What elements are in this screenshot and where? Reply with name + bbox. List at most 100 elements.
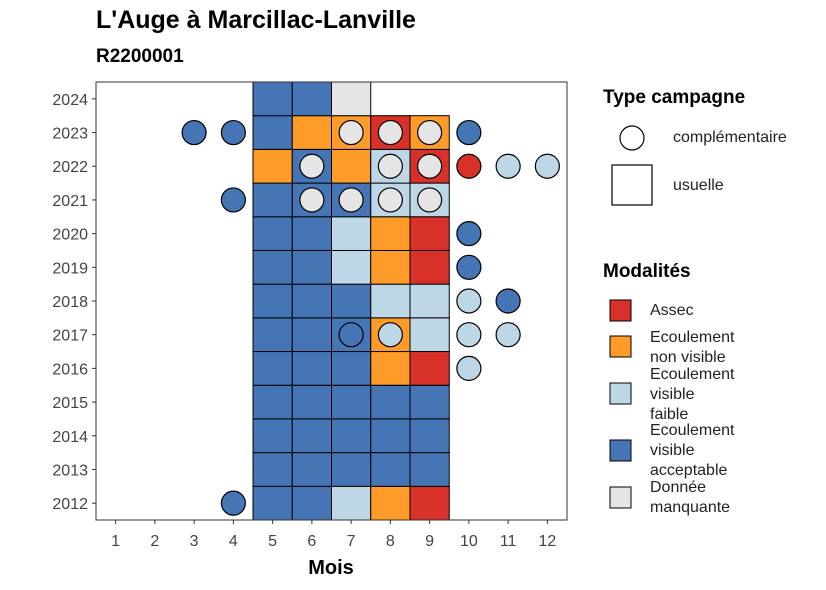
complementaire-point-2017-10 (456, 322, 482, 348)
legend-assec-label: Assec (650, 302, 694, 319)
legend-swatch-A (609, 299, 632, 322)
usuelle-cell-2019-6 (291, 249, 332, 285)
x-tick-label-8: 8 (386, 533, 395, 550)
complementaire-point-2023-4 (220, 119, 246, 146)
usuelle-cell-2016-8 (370, 351, 411, 386)
complementaire-point-2016-10 (456, 355, 482, 381)
legend-complementaire-label: complémentaire (673, 129, 787, 146)
usuelle-cell-2019-5 (252, 249, 293, 285)
complementaire-point-2021-4 (220, 187, 246, 213)
legend-modalites-title: Modalités (603, 261, 691, 282)
complementaire-points (181, 119, 560, 516)
usuelle-cell-2018-5 (252, 283, 293, 319)
usuelle-cell-2012-5 (252, 485, 293, 521)
usuelle-cell-2015-9 (409, 384, 450, 420)
chart-title: L'Auge à Marcillac-Lanville (96, 6, 416, 34)
legend-circle-symbol (619, 125, 645, 151)
x-axis-label: Mois (308, 557, 354, 579)
usuelle-cell-2022-7 (331, 148, 372, 184)
usuelle-cell-2012-7 (331, 485, 372, 521)
legend-symbols (609, 125, 653, 509)
complementaire-point-2020-10 (456, 221, 482, 247)
usuelle-cell-2013-9 (409, 452, 450, 487)
usuelle-cell-2014-5 (252, 418, 293, 454)
x-tick-label-6: 6 (307, 533, 316, 550)
usuelle-cell-2023-5 (252, 115, 293, 150)
x-tick-label-5: 5 (268, 533, 277, 550)
usuelle-cell-2024-5 (252, 81, 293, 117)
usuelle-cell-2013-7 (331, 452, 372, 487)
usuelle-cell-2022-5 (252, 148, 293, 184)
complementaire-point-2022-10 (456, 153, 482, 179)
legend-swatch-F (609, 382, 632, 405)
y-tick-label-2024: 2024 (52, 92, 88, 109)
legend-faible-label: Ecoulement visible faible (650, 366, 735, 423)
y-tick-label-2017: 2017 (52, 328, 88, 345)
usuelle-cell-2015-5 (252, 384, 293, 420)
usuelle-cell-2012-8 (370, 485, 411, 521)
usuelle-cell-2020-8 (370, 216, 411, 251)
x-tick-label-10: 10 (460, 533, 478, 550)
complementaire-point-2022-6 (299, 153, 325, 179)
x-tick-label-4: 4 (229, 533, 238, 550)
complementaire-point-2023-3 (181, 119, 207, 146)
y-axis: 2012 2013 2014 2015 2016 2017 2018 2019 2020 2021… (52, 92, 96, 513)
complementaire-point-2023-9 (417, 119, 443, 146)
y-tick-label-2019: 2019 (52, 260, 88, 277)
y-tick-label-2015: 2015 (52, 395, 88, 412)
usuelle-cell-2020-5 (252, 216, 293, 251)
y-tick-label-2018: 2018 (52, 294, 88, 311)
x-tick-label-12: 12 (538, 533, 556, 550)
usuelle-cell-2013-8 (370, 452, 411, 487)
y-tick-label-2014: 2014 (52, 429, 88, 446)
usuelle-cell-2012-6 (291, 485, 332, 521)
usuelle-cell-2024-6 (291, 81, 332, 117)
legend-swatch-N (609, 335, 632, 358)
usuelle-cell-2016-9 (409, 351, 450, 386)
complementaire-point-2023-7 (338, 119, 364, 146)
usuelle-cell-2014-7 (331, 418, 372, 454)
x-tick-label-3: 3 (190, 533, 199, 550)
usuelle-cell-2015-8 (370, 384, 411, 420)
x-tick-label-2: 2 (150, 533, 159, 550)
legend-swatch-M (609, 486, 632, 509)
usuelle-cell-2015-6 (291, 384, 332, 420)
y-tick-label-2022: 2022 (52, 159, 88, 176)
y-tick-label-2012: 2012 (52, 496, 88, 513)
usuelle-cell-2020-7 (331, 216, 372, 251)
usuelle-cell-2018-6 (291, 283, 332, 319)
usuelle-cell-2016-6 (291, 351, 332, 386)
y-tick-label-2013: 2013 (52, 462, 88, 479)
complementaire-point-2017-11 (495, 322, 521, 348)
complementaire-point-2021-7 (338, 187, 364, 213)
legend-swatch-V (609, 439, 632, 462)
complementaire-point-2019-10 (456, 254, 482, 280)
x-tick-label-1: 1 (111, 533, 120, 550)
usuelle-cell-2017-5 (252, 317, 293, 353)
legend-square-symbol (611, 164, 653, 206)
x-tick-label-7: 7 (347, 533, 356, 550)
complementaire-point-2022-9 (417, 153, 443, 179)
complementaire-point-2022-12 (534, 153, 560, 179)
complementaire-point-2022-11 (495, 153, 521, 179)
usuelle-cell-2020-9 (409, 216, 450, 251)
complementaire-point-2017-8 (377, 322, 403, 348)
legend-acceptable-label: Ecoulement visible acceptable (650, 422, 735, 479)
usuelle-cell-2014-6 (291, 418, 332, 454)
usuelle-cell-2021-5 (252, 182, 293, 218)
complementaire-point-2023-10 (456, 119, 482, 146)
usuelle-cell-2019-7 (331, 249, 372, 285)
usuelle-cell-2012-9 (409, 485, 450, 521)
complementaire-point-2022-8 (377, 153, 403, 179)
complementaire-point-2018-10 (456, 288, 482, 314)
legend-non-visible-label: Ecoulement non visible (650, 329, 735, 366)
complementaire-point-2018-11 (495, 288, 521, 314)
complementaire-point-2017-7 (338, 322, 364, 348)
complementaire-point-2021-9 (417, 187, 443, 213)
usuelle-cell-2014-8 (370, 418, 411, 454)
usuelle-cell-2020-6 (291, 216, 332, 251)
x-axis: 1 2 3 4 5 6 7 8 9 10 11 12 (111, 520, 556, 550)
usuelle-cell-2024-7 (331, 81, 372, 117)
complementaire-point-2021-8 (377, 187, 403, 213)
